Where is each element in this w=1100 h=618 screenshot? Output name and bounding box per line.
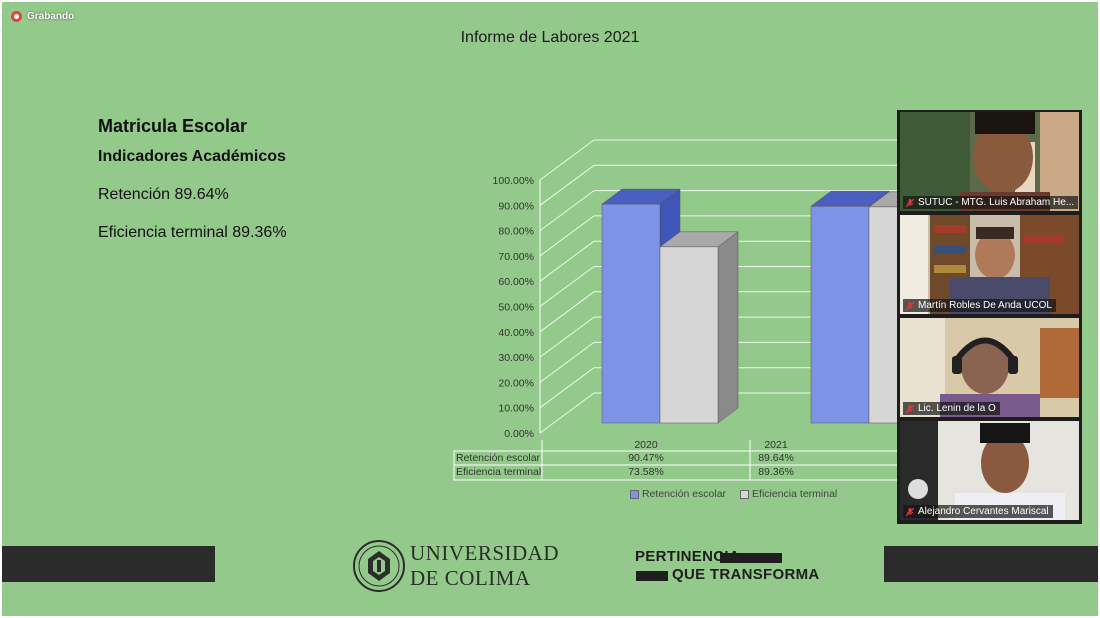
x-tick-label: 2020: [634, 439, 658, 451]
slide-subheading: Indicadores Académicos: [98, 148, 286, 165]
legend-item-retention: Retención escolar: [630, 488, 726, 500]
university-name-line1: UNIVERSIDAD: [410, 541, 559, 565]
legend-item-efficiency: Eficiencia terminal: [740, 488, 837, 500]
participant-name: Lic. Lenin de la O: [918, 403, 996, 414]
terminal-efficiency-text: Eficiencia terminal 89.36%: [98, 224, 287, 241]
bar-retention-2020: [601, 203, 661, 424]
grid-line-side: [539, 392, 595, 434]
participant-tile[interactable]: Alejandro Cervantes Mariscal: [900, 421, 1079, 520]
tagline-accent-line2: [636, 571, 668, 581]
slide-heading: Matricula Escolar: [98, 116, 248, 136]
legend-label-retention: Retención escolar: [642, 488, 727, 500]
grid-line-side: [539, 316, 595, 358]
y-tick-label: 40.00%: [498, 327, 534, 339]
participant-label: Lic. Lenin de la O: [903, 402, 1000, 415]
record-icon: [11, 11, 22, 22]
grid-line-side: [539, 341, 595, 383]
data-table-series-label: Eficiencia terminal: [456, 466, 541, 478]
participant-tile[interactable]: SUTUC - MTG. Luis Abraham He...: [900, 112, 1079, 211]
grid-line-side: [539, 190, 595, 232]
muted-mic-icon: [905, 507, 915, 516]
grid-line-side: [539, 367, 595, 409]
y-tick-label: 80.00%: [498, 226, 534, 238]
y-tick-label: 70.00%: [498, 251, 534, 263]
tagline-line2: QUE TRANSFORMA: [672, 566, 820, 583]
grid-line-side: [539, 291, 595, 333]
y-tick-label: 100.00%: [493, 175, 534, 187]
chart-legend: Retención escolar Eficiencia terminal: [630, 488, 837, 500]
participant-tile[interactable]: Martín Robles De Anda UCOL: [900, 215, 1079, 314]
participant-label: SUTUC - MTG. Luis Abraham He...: [903, 196, 1079, 209]
y-tick-label: 0.00%: [504, 428, 534, 440]
y-tick-label: 30.00%: [498, 352, 534, 364]
bar-efficiency-2020-side: [717, 231, 739, 424]
participant-name: SUTUC - MTG. Luis Abraham He...: [918, 197, 1075, 208]
y-tick-label: 20.00%: [498, 377, 534, 389]
y-tick-label: 10.00%: [498, 403, 534, 415]
data-table-value: 89.36%: [758, 466, 794, 478]
footer-bar-right: [884, 546, 1098, 582]
recording-label: Grabando: [27, 11, 75, 22]
x-tick-label: 2021: [764, 439, 788, 451]
slide-title: Informe de Labores 2021: [460, 29, 640, 46]
muted-mic-icon: [905, 198, 915, 207]
participant-label: Martín Robles De Anda UCOL: [903, 299, 1056, 312]
grid-line-side: [539, 164, 595, 206]
legend-swatch-retention: [630, 489, 639, 499]
participant-video-1: [900, 112, 1079, 211]
participant-tile[interactable]: Lic. Lenin de la O: [900, 318, 1079, 417]
participant-video-4: [900, 421, 1079, 520]
grid-line-side: [539, 240, 595, 282]
participant-label: Alejandro Cervantes Mariscal: [903, 505, 1053, 518]
legend-swatch-efficiency: [740, 489, 750, 499]
participant-video-2: [900, 215, 1079, 314]
y-tick-label: 90.00%: [498, 200, 534, 212]
retention-text: Retención 89.64%: [98, 186, 229, 203]
bar-efficiency-2020: [659, 246, 719, 424]
participant-name: Alejandro Cervantes Mariscal: [918, 506, 1049, 517]
university-name-line2: DE COLIMA: [410, 566, 531, 590]
data-table-value: 90.47%: [628, 452, 664, 464]
grid-line-side: [539, 215, 595, 257]
data-table-value: 89.64%: [758, 452, 794, 464]
muted-mic-icon: [905, 301, 915, 310]
tagline-line1: PERTINENCIA: [635, 548, 740, 565]
legend-label-efficiency: Eficiencia terminal: [752, 488, 838, 500]
grid-line-side: [539, 139, 595, 181]
bar-retention-2021: [810, 205, 870, 424]
footer-bar-left: [2, 546, 215, 582]
muted-mic-icon: [905, 404, 915, 413]
recording-indicator[interactable]: Grabando: [11, 11, 74, 22]
data-table-series-label: Retención escolar: [456, 452, 541, 464]
university-seal-icon: [353, 540, 405, 592]
grid-line-side: [539, 266, 595, 307]
y-tick-label: 50.00%: [498, 302, 534, 314]
y-tick-label: 60.00%: [498, 276, 534, 288]
tagline-accent-line1: [720, 553, 782, 563]
participant-name: Martín Robles De Anda UCOL: [918, 300, 1052, 311]
participants-panel: SUTUC - MTG. Luis Abraham He... Martín R…: [897, 110, 1082, 524]
data-table-value: 73.58%: [628, 466, 664, 478]
